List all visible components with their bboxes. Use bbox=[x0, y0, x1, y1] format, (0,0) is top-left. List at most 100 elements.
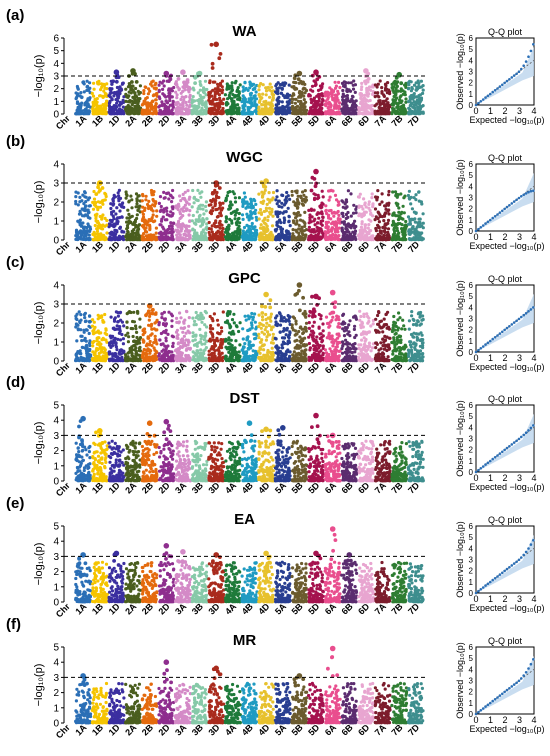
snp-point bbox=[187, 224, 191, 228]
snp-point bbox=[142, 219, 146, 224]
snp-point bbox=[146, 202, 150, 207]
snp-point bbox=[401, 217, 405, 221]
snp-point bbox=[391, 221, 396, 225]
snp-point bbox=[292, 76, 297, 81]
snp-point bbox=[394, 81, 399, 86]
snp-point bbox=[133, 110, 137, 114]
snp-point bbox=[161, 87, 165, 91]
snp-point bbox=[203, 234, 208, 239]
snp-point bbox=[272, 93, 276, 97]
snp-point bbox=[313, 83, 317, 88]
snp-point bbox=[244, 206, 248, 210]
snp-point bbox=[337, 106, 341, 111]
snp-point bbox=[137, 99, 141, 103]
chromosome-label: 1B bbox=[90, 113, 106, 129]
chromosome-label: 2B bbox=[140, 239, 156, 255]
snp-point bbox=[333, 112, 337, 116]
snp-point bbox=[421, 226, 425, 230]
snp-point bbox=[284, 94, 288, 98]
peak-snp-point bbox=[296, 70, 303, 77]
snp-point bbox=[376, 236, 380, 240]
snp-point bbox=[132, 237, 136, 241]
snp-point bbox=[129, 194, 133, 198]
chromosome-label: 4A bbox=[223, 113, 239, 129]
snp-point bbox=[187, 229, 192, 233]
snp-point bbox=[171, 111, 175, 116]
qq-point bbox=[496, 87, 499, 90]
snp-point bbox=[125, 94, 129, 98]
snp-point bbox=[148, 204, 152, 208]
chromosome-label: 2B bbox=[140, 113, 156, 129]
snp-point bbox=[240, 213, 245, 217]
snp-point bbox=[241, 97, 245, 101]
snp-point bbox=[353, 110, 357, 114]
snp-point bbox=[300, 102, 304, 106]
snp-point bbox=[328, 189, 332, 193]
snp-point bbox=[255, 232, 259, 237]
snp-point bbox=[309, 233, 313, 237]
snp-point bbox=[218, 52, 223, 56]
snp-point bbox=[92, 197, 97, 201]
snp-point bbox=[259, 180, 264, 185]
qq-point bbox=[522, 64, 525, 67]
snp-point bbox=[192, 88, 196, 92]
snp-point bbox=[224, 216, 229, 221]
snp-point bbox=[366, 226, 370, 230]
snp-point bbox=[162, 235, 166, 239]
snp-point bbox=[151, 236, 155, 240]
snp-point bbox=[293, 80, 297, 85]
snp-point bbox=[414, 103, 418, 107]
snp-point bbox=[319, 112, 323, 116]
snp-point bbox=[131, 88, 135, 93]
snp-point bbox=[135, 213, 139, 217]
snp-point bbox=[281, 235, 285, 239]
snp-point bbox=[316, 232, 320, 236]
snp-point bbox=[367, 206, 371, 210]
snp-point bbox=[233, 95, 237, 99]
peak-snp-point bbox=[130, 68, 136, 74]
snp-point bbox=[211, 206, 215, 210]
snp-point bbox=[83, 336, 87, 340]
snp-point bbox=[119, 88, 124, 92]
snp-point bbox=[327, 209, 331, 213]
snp-point bbox=[198, 82, 202, 86]
snp-point bbox=[207, 93, 211, 97]
snp-point bbox=[357, 195, 361, 199]
snp-point bbox=[83, 111, 87, 116]
snp-point bbox=[198, 213, 202, 217]
snp-point bbox=[303, 210, 307, 214]
snp-point bbox=[230, 219, 234, 223]
snp-point bbox=[326, 93, 330, 97]
snp-point bbox=[328, 195, 332, 199]
snp-point bbox=[250, 84, 254, 88]
qq-point bbox=[491, 90, 495, 94]
snp-point bbox=[290, 97, 294, 101]
snp-point bbox=[314, 237, 318, 241]
snp-point bbox=[122, 95, 126, 99]
snp-point bbox=[110, 97, 114, 101]
snp-point bbox=[380, 90, 384, 94]
snp-point bbox=[297, 231, 301, 235]
chromosome-label: 7A bbox=[373, 239, 389, 255]
snp-point bbox=[94, 109, 98, 113]
snp-point bbox=[312, 177, 317, 181]
snp-point bbox=[242, 191, 246, 195]
snp-point bbox=[85, 85, 89, 89]
snp-point bbox=[169, 87, 173, 91]
snp-point bbox=[298, 91, 302, 95]
snp-point bbox=[81, 80, 85, 84]
snp-point bbox=[308, 216, 312, 220]
snp-point bbox=[277, 86, 281, 90]
snp-point bbox=[177, 238, 181, 242]
snp-point bbox=[198, 191, 202, 195]
snp-point bbox=[195, 219, 199, 223]
snp-point bbox=[290, 189, 294, 194]
snp-point bbox=[300, 231, 304, 236]
snp-point bbox=[246, 108, 250, 112]
snp-point bbox=[176, 224, 180, 228]
snp-point bbox=[191, 188, 195, 193]
snp-point bbox=[377, 95, 381, 99]
snp-point bbox=[246, 88, 250, 92]
snp-point bbox=[259, 231, 263, 235]
snp-point bbox=[236, 110, 240, 114]
